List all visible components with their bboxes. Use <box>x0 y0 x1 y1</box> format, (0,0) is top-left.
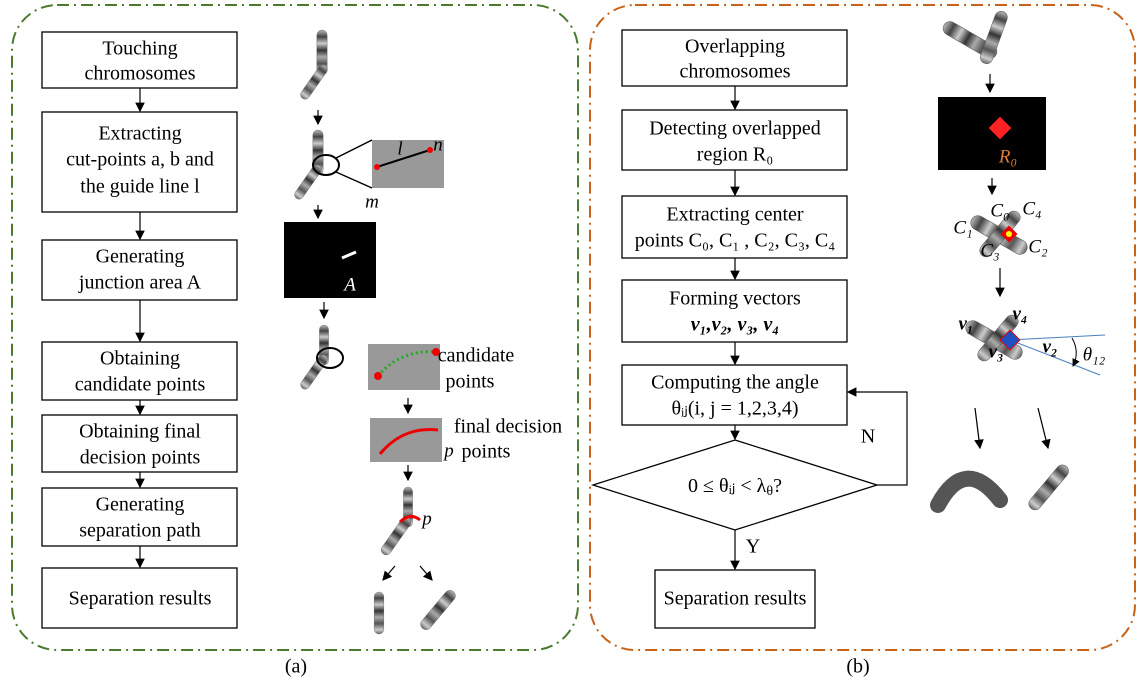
step-text: the guide line l <box>80 176 200 198</box>
decision-part: ? <box>773 475 782 497</box>
step-text: Touching <box>102 38 177 60</box>
decision-part: 0 ≤ θᵢⱼ < λ <box>688 475 767 497</box>
label: l <box>397 138 402 159</box>
chromosome <box>293 163 323 201</box>
label: p <box>420 508 432 529</box>
arrow <box>420 566 432 580</box>
branch-label: Y <box>746 536 760 558</box>
step-text: Generating <box>96 494 185 516</box>
step-text: Forming vectors <box>669 288 801 310</box>
step-text: Obtaining final <box>79 421 201 443</box>
step-text: Detecting overlapped <box>649 118 821 140</box>
flow-b: Overlapping chromosomes Detecting overla… <box>593 30 907 628</box>
branch-label: N <box>861 426 875 448</box>
connector <box>336 172 372 188</box>
chromosome <box>379 515 412 557</box>
caption: (b) <box>846 656 869 678</box>
label: C₁ <box>953 217 972 238</box>
step-text: Generating <box>96 246 185 268</box>
figure: Touching chromosomes Extracting cut-poin… <box>0 0 1140 685</box>
cut-point <box>427 147 433 153</box>
mask <box>938 97 1046 170</box>
label: candidate <box>438 345 515 367</box>
images-a: l n m A candidate points p final decisio… <box>284 30 562 634</box>
step-text: separation path <box>79 520 201 542</box>
arrow <box>975 408 980 448</box>
step-text: Extracting center <box>666 204 803 226</box>
inset <box>368 344 440 390</box>
chromosome <box>1026 462 1071 512</box>
step-text: junction area A <box>78 272 202 294</box>
step-text: chromosomes <box>679 61 790 83</box>
chromosome <box>418 588 457 632</box>
connector <box>336 140 372 158</box>
label: v₂ <box>1042 336 1057 357</box>
label: v₄ <box>1012 303 1027 324</box>
caption: (a) <box>285 656 307 678</box>
label: θ₁₂ <box>1083 344 1106 365</box>
mask <box>284 222 376 298</box>
label: C₃ <box>980 240 999 261</box>
label: points <box>462 441 511 463</box>
step-text: points C₀, C₁ , C₂, C₃, C₄ <box>635 230 835 252</box>
step-text: Obtaining <box>100 348 180 370</box>
label: n <box>433 134 443 155</box>
inset <box>370 418 442 462</box>
chromosome <box>299 353 329 391</box>
label: points <box>446 371 495 393</box>
arrow <box>383 566 395 580</box>
label: v₁ <box>958 313 973 334</box>
label: R₀ <box>998 146 1017 167</box>
step-text: Extracting <box>98 123 181 145</box>
angle-arc <box>1072 338 1076 366</box>
chromosome <box>938 479 1000 505</box>
step-text: region R₀ <box>697 144 773 166</box>
step-text: Overlapping <box>685 36 785 58</box>
step-text: chromosomes <box>84 63 195 85</box>
step-text: decision points <box>80 447 201 469</box>
label: p <box>442 440 454 461</box>
label: A <box>342 274 356 295</box>
arrow <box>1038 408 1048 448</box>
step-text: candidate points <box>75 374 206 396</box>
label: v₃ <box>988 341 1003 362</box>
label: C₀ <box>990 200 1009 221</box>
label: final decision <box>454 416 562 438</box>
panel-a-frame <box>12 5 578 650</box>
label: C₄ <box>1022 198 1041 219</box>
step-text: Separation results <box>664 588 807 610</box>
step-text: Computing the angle <box>651 372 819 394</box>
label: C₂ <box>1028 236 1048 257</box>
cut-point <box>374 372 382 380</box>
chromosome <box>374 592 384 634</box>
images-b: R₀ C₀ C₁ C₄ C₃ C₂ v₄ v₁ v₃ v₂ θ₁₂ <box>938 9 1106 512</box>
step-text: v₁,v₂, v₃, v₄ <box>691 314 779 336</box>
cut-point <box>374 164 380 170</box>
feedback-arrow <box>848 392 907 485</box>
step-text: cut-points a, b and <box>66 149 214 171</box>
step-text: Separation results <box>69 588 212 610</box>
center-point <box>1006 231 1012 237</box>
chromosome <box>299 63 329 101</box>
flow-a: Touching chromosomes Extracting cut-poin… <box>42 32 237 628</box>
step-text: θᵢⱼ(i, j = 1,2,3,4) <box>671 398 798 420</box>
label: m <box>365 191 379 212</box>
